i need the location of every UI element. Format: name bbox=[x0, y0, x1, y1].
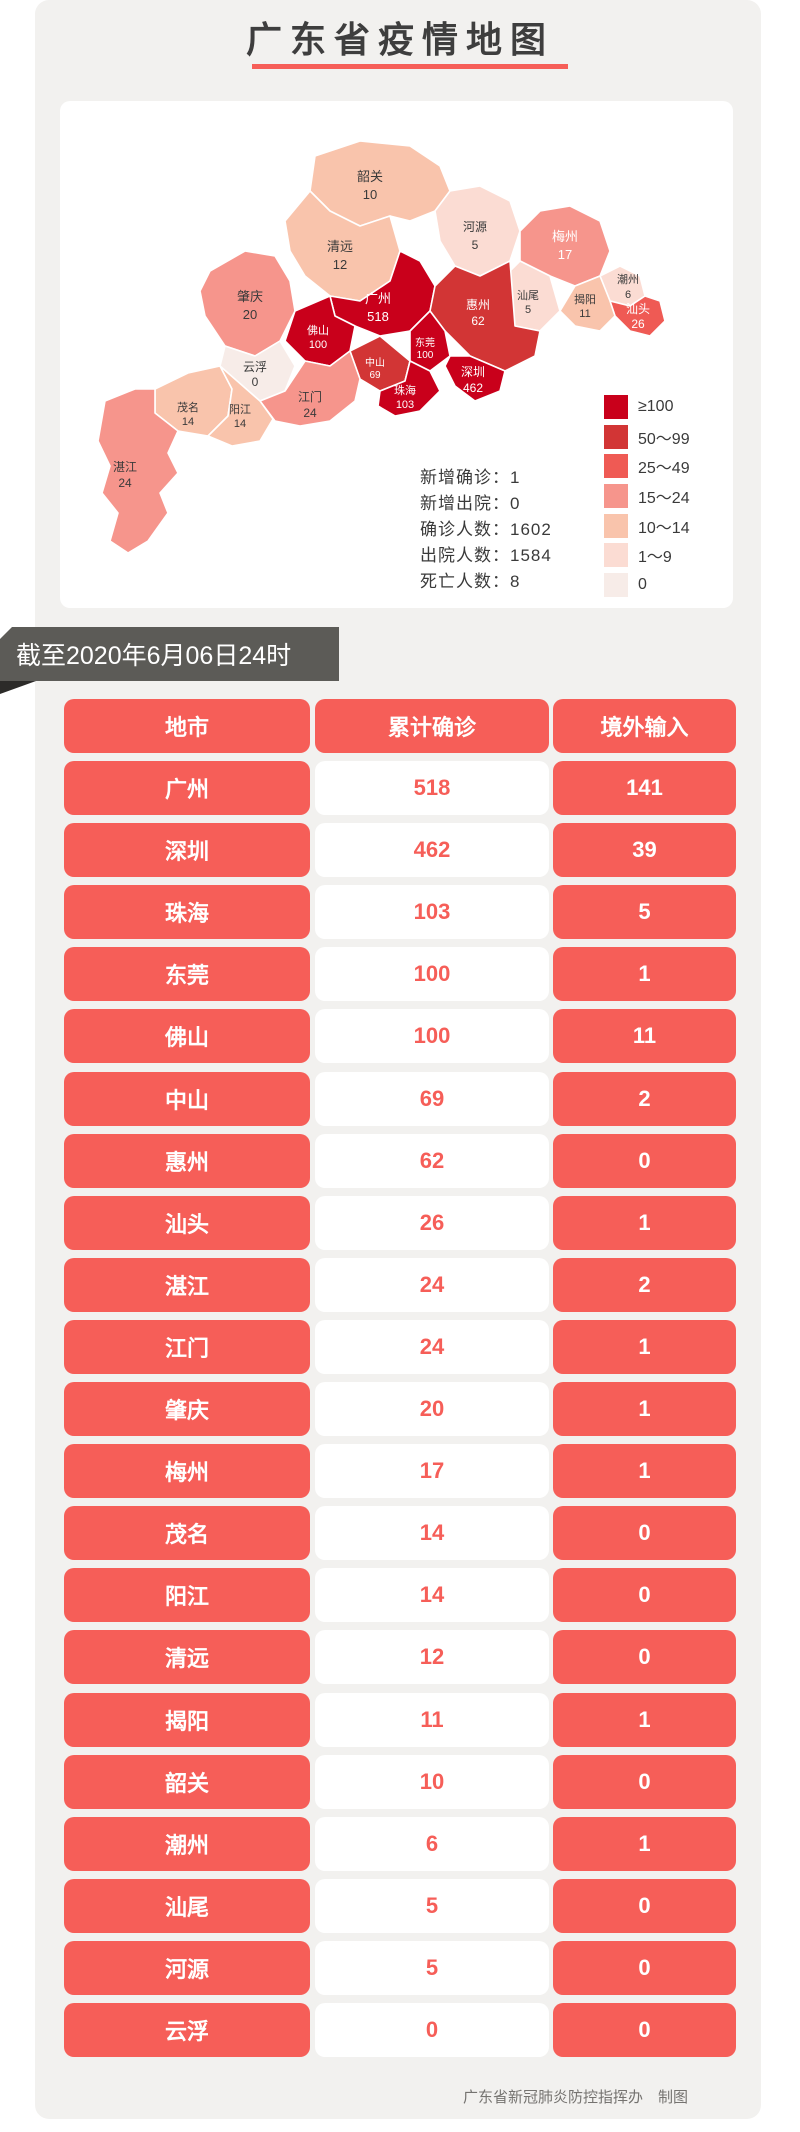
svg-text:佛山: 佛山 bbox=[307, 324, 329, 337]
svg-text:14: 14 bbox=[234, 418, 246, 430]
svg-text:潮州: 潮州 bbox=[617, 272, 639, 286]
svg-text:梅州: 梅州 bbox=[552, 229, 578, 244]
svg-text:肇庆: 肇庆 bbox=[237, 289, 263, 304]
svg-text:深圳: 深圳 bbox=[461, 365, 485, 379]
svg-text:东莞: 东莞 bbox=[415, 336, 435, 349]
svg-text:惠州: 惠州 bbox=[466, 298, 490, 312]
svg-text:茂名: 茂名 bbox=[177, 400, 199, 414]
svg-text:清远: 清远 bbox=[327, 239, 353, 254]
svg-text:中山: 中山 bbox=[365, 356, 385, 369]
svg-text:17: 17 bbox=[558, 247, 572, 262]
svg-text:湛江: 湛江 bbox=[113, 460, 137, 474]
svg-text:20: 20 bbox=[243, 307, 257, 322]
svg-text:10: 10 bbox=[363, 187, 377, 202]
svg-text:69: 69 bbox=[369, 370, 381, 381]
svg-text:24: 24 bbox=[118, 476, 132, 490]
svg-text:26: 26 bbox=[631, 317, 645, 331]
svg-text:62: 62 bbox=[471, 314, 485, 328]
svg-text:24: 24 bbox=[303, 406, 317, 420]
svg-text:江门: 江门 bbox=[298, 389, 322, 404]
svg-text:5: 5 bbox=[472, 238, 479, 252]
svg-text:阳江: 阳江 bbox=[229, 403, 251, 416]
svg-text:河源: 河源 bbox=[463, 220, 487, 234]
svg-text:100: 100 bbox=[417, 350, 434, 361]
svg-text:汕尾: 汕尾 bbox=[517, 289, 539, 302]
svg-text:14: 14 bbox=[182, 416, 194, 428]
svg-text:揭阳: 揭阳 bbox=[574, 292, 596, 306]
svg-text:5: 5 bbox=[525, 304, 531, 316]
svg-text:韶关: 韶关 bbox=[357, 169, 383, 184]
svg-text:6: 6 bbox=[625, 289, 631, 301]
svg-text:汕头: 汕头 bbox=[626, 302, 650, 316]
svg-text:广州: 广州 bbox=[365, 291, 391, 306]
svg-text:0: 0 bbox=[252, 375, 259, 389]
svg-text:12: 12 bbox=[333, 257, 347, 272]
svg-text:珠海: 珠海 bbox=[394, 383, 416, 397]
svg-text:462: 462 bbox=[463, 381, 483, 395]
svg-text:100: 100 bbox=[309, 339, 327, 351]
svg-text:11: 11 bbox=[579, 308, 590, 320]
svg-text:518: 518 bbox=[367, 309, 389, 324]
svg-text:103: 103 bbox=[396, 399, 414, 411]
svg-text:云浮: 云浮 bbox=[243, 360, 267, 374]
